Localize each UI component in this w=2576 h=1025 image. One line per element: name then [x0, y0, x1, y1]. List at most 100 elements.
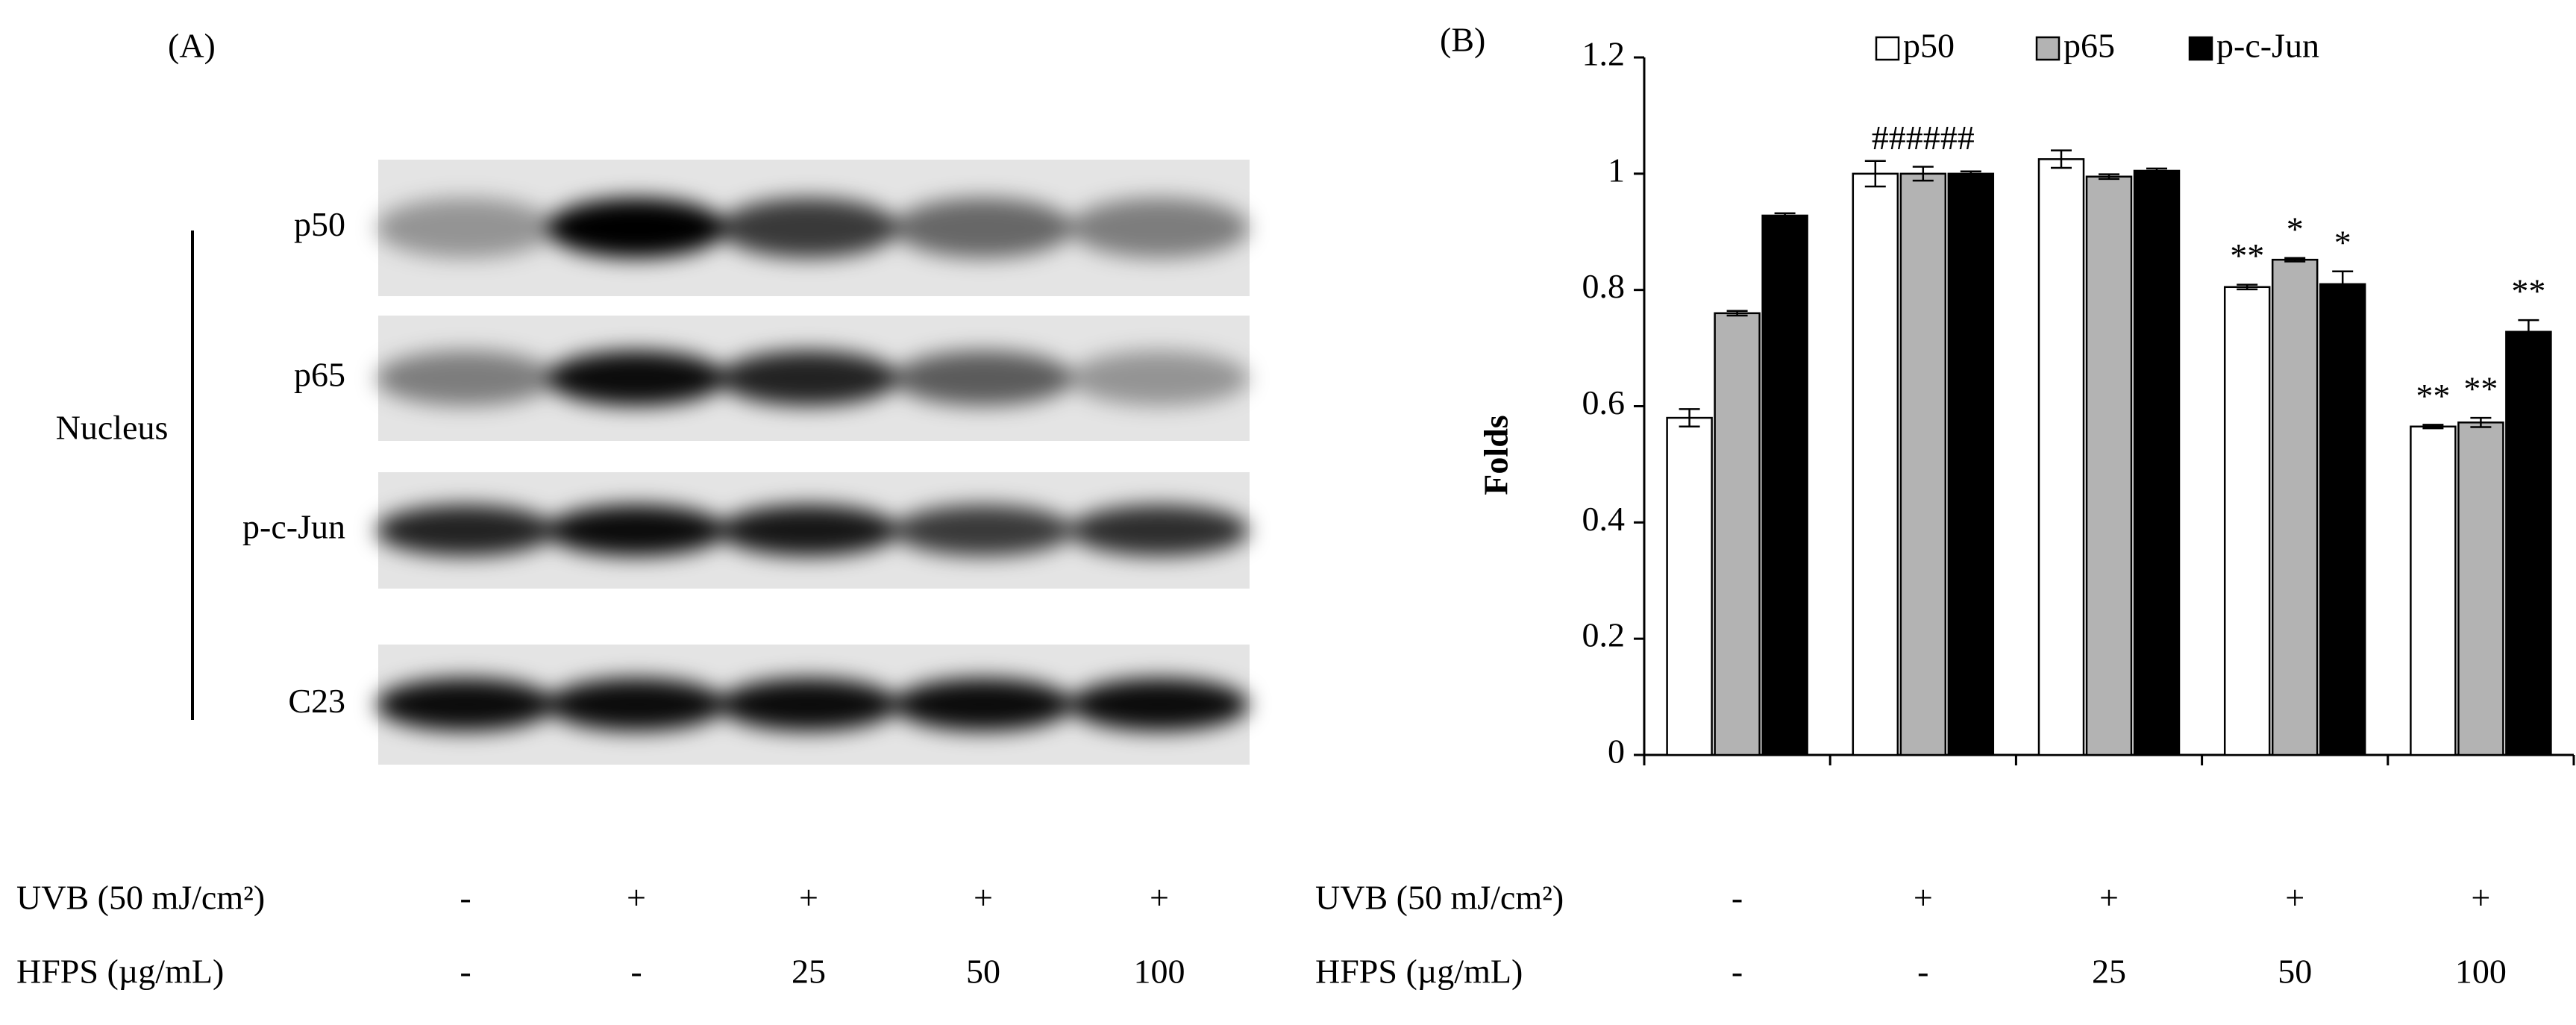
band — [1070, 351, 1249, 406]
band — [894, 504, 1073, 557]
band — [894, 351, 1073, 406]
band — [1070, 504, 1249, 557]
bar — [1947, 172, 1995, 756]
band — [1070, 198, 1249, 258]
treatment-value: - — [460, 953, 471, 991]
error-bar — [1774, 212, 1796, 219]
y-axis-title: Folds — [1477, 415, 1515, 495]
error-bar — [1726, 310, 1748, 317]
error-bar — [2237, 283, 2258, 291]
treatment-label: HFPS (µg/mL) — [1315, 953, 1523, 991]
significance-label: ** — [2511, 272, 2545, 310]
error-bar — [2099, 173, 2119, 181]
panel-label: (A) — [168, 27, 216, 65]
bar — [2085, 175, 2133, 756]
compartment-label: Nucleus — [56, 409, 169, 447]
error-bar — [1960, 170, 1981, 178]
significance-label: ###### — [1872, 119, 1975, 157]
band — [547, 678, 726, 731]
error-bar — [2051, 149, 2072, 169]
band — [547, 198, 726, 258]
significance-label: * — [2334, 223, 2351, 261]
error-bar — [1864, 160, 1886, 188]
y-tick-label: 0.8 — [1582, 267, 1626, 305]
bar — [1899, 172, 1947, 756]
treatment-value: - — [460, 879, 471, 917]
bar — [2505, 330, 2552, 756]
treatment-value: 50 — [2278, 953, 2312, 991]
legend-label: p50 — [1903, 27, 1955, 65]
treatment-value: + — [799, 879, 818, 917]
band — [376, 504, 555, 557]
bands — [376, 504, 1249, 557]
treatment-value: - — [630, 953, 642, 991]
y-tick-label: 0 — [1608, 733, 1625, 771]
bands — [376, 351, 1249, 406]
legend-swatch — [2188, 36, 2213, 61]
treatment-value: + — [1150, 879, 1169, 917]
treatment-label: UVB (50 mJ/cm²) — [16, 879, 265, 917]
y-tick-label: 0.2 — [1582, 616, 1626, 654]
error-bar — [2284, 257, 2306, 263]
legend-swatch — [1875, 36, 1900, 61]
treatment-value: + — [2099, 879, 2119, 917]
bar — [1761, 214, 1808, 756]
treatment-label: UVB (50 mJ/cm²) — [1315, 879, 1564, 917]
error-bar — [2470, 416, 2492, 428]
significance-label: ** — [2230, 236, 2264, 275]
treatment-value: + — [2285, 879, 2304, 917]
treatment-value: - — [1732, 953, 1743, 991]
band — [376, 351, 555, 406]
treatment-value: - — [1917, 953, 1928, 991]
significance-label: * — [2287, 210, 2304, 248]
band — [719, 678, 898, 731]
significance-label: ** — [2463, 370, 2498, 408]
error-bar — [2422, 424, 2444, 430]
band — [719, 504, 898, 557]
bands — [376, 198, 1249, 258]
y-tick-label: 1.2 — [1582, 35, 1626, 73]
bar — [2410, 425, 2457, 756]
treatment-value: + — [974, 879, 993, 917]
treatment-value: 25 — [792, 953, 826, 991]
bands — [376, 678, 1249, 731]
treatment-value: + — [2471, 879, 2490, 917]
y-tick-label: 0.6 — [1582, 383, 1626, 421]
treatment-value: 25 — [2092, 953, 2126, 991]
legend-swatch — [2035, 36, 2061, 61]
bar — [2271, 258, 2319, 756]
bar — [2319, 283, 2366, 756]
band — [547, 351, 726, 406]
band — [719, 198, 898, 258]
band — [894, 198, 1073, 258]
legend-label: p-c-Jun — [2216, 27, 2319, 65]
panel-label: (B) — [1440, 21, 1485, 59]
significance-label: ** — [2416, 377, 2450, 415]
treatment-value: - — [1732, 879, 1743, 917]
band — [547, 504, 726, 557]
band — [376, 198, 555, 258]
bar — [2223, 286, 2271, 756]
row-label: p-c-Jun — [242, 508, 345, 546]
error-bar — [2518, 319, 2539, 345]
bar — [2133, 169, 2181, 756]
row-label: C23 — [288, 682, 345, 720]
row-label: p50 — [294, 205, 345, 243]
bar — [1714, 312, 1761, 756]
treatment-value: + — [1914, 879, 1933, 917]
treatment-value: 100 — [2455, 953, 2507, 991]
treatment-value: 50 — [966, 953, 1000, 991]
legend-label: p65 — [2063, 27, 2115, 65]
error-bar — [2332, 270, 2354, 298]
treatment-value: + — [627, 879, 646, 917]
error-bar — [1679, 408, 1700, 428]
treatment-label: HFPS (µg/mL) — [16, 953, 224, 991]
treatment-value: 100 — [1134, 953, 1185, 991]
bar — [1666, 416, 1713, 756]
bar — [1852, 172, 1899, 756]
bar — [2457, 421, 2504, 756]
bar — [2037, 158, 2085, 756]
band — [719, 351, 898, 406]
row-label: p65 — [294, 356, 345, 394]
